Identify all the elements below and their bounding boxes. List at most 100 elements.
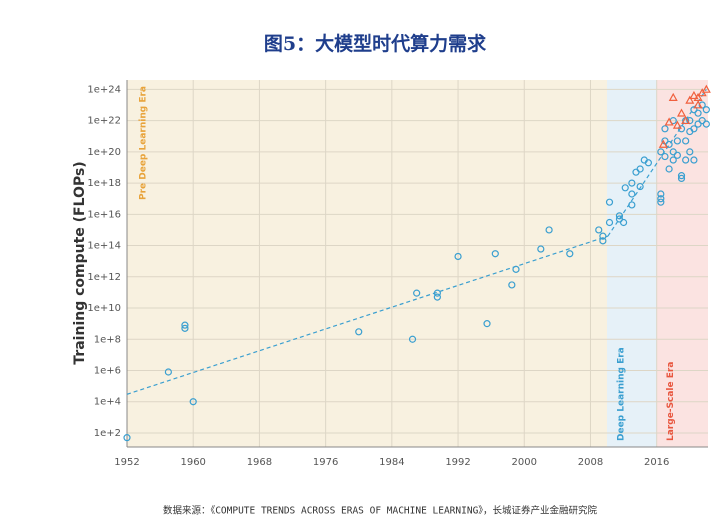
- circle-point: [673, 151, 681, 159]
- y-tick-label: 1e+18: [87, 178, 121, 189]
- circle-point: [665, 165, 673, 173]
- circle-point: [537, 245, 545, 253]
- circle-point: [686, 148, 694, 156]
- circle-point: [413, 289, 421, 297]
- circle-point: [181, 321, 189, 329]
- y-axis-label: Training compute (FLOPs): [72, 161, 88, 364]
- x-tick-label: 2016: [644, 457, 669, 468]
- circle-point: [677, 172, 686, 180]
- circle-point: [181, 324, 189, 332]
- y-tick-label: 1e+16: [87, 209, 121, 220]
- triangle-point: [693, 92, 703, 101]
- circle-point: [682, 156, 690, 164]
- circle-point: [621, 184, 629, 192]
- y-tick-label: 1e+22: [87, 116, 121, 127]
- y-tick-label: 1e+6: [94, 365, 121, 376]
- circle-point: [690, 106, 698, 114]
- circle-point: [599, 232, 607, 240]
- circle-point: [123, 434, 131, 442]
- y-tick-label: 1e+12: [87, 272, 121, 283]
- y-tick-label: 1e+10: [87, 303, 121, 314]
- circle-point: [508, 281, 516, 289]
- triangle-point: [701, 84, 711, 93]
- triangle-point: [668, 92, 678, 101]
- trend-line: [607, 89, 707, 237]
- circle-point: [408, 335, 417, 343]
- triangle-point: [689, 90, 699, 100]
- triangle-point: [681, 115, 691, 125]
- circle-point: [454, 252, 462, 261]
- circle-point: [628, 179, 636, 187]
- era-band: [656, 80, 708, 447]
- era-label: Deep Learning Era: [617, 347, 627, 441]
- circle-point: [599, 237, 607, 245]
- circle-point: [644, 159, 653, 167]
- circle-point: [605, 198, 614, 206]
- circle-point: [669, 148, 677, 156]
- source-note: 数据来源：《COMPUTE TRENDS ACROSS ERAS OF MACH…: [163, 505, 598, 517]
- circle-point: [702, 120, 710, 128]
- circle-point: [657, 198, 665, 206]
- circle-point: [164, 368, 172, 376]
- circle-point: [615, 215, 624, 223]
- triangle-point: [658, 139, 668, 148]
- circle-point: [661, 152, 669, 161]
- circle-point: [491, 250, 499, 258]
- circle-point: [433, 289, 441, 297]
- y-tick-label: 1e+8: [94, 334, 121, 345]
- circle-point: [677, 125, 686, 133]
- circle-point: [628, 190, 636, 198]
- circle-point: [702, 106, 710, 114]
- circle-point: [636, 182, 644, 191]
- circle-point: [628, 201, 636, 209]
- circle-point: [682, 137, 690, 145]
- trend-line: [126, 235, 609, 395]
- x-tick-label: 1992: [445, 457, 470, 468]
- circle-point: [669, 156, 677, 164]
- circle-point: [698, 117, 706, 125]
- x-tick-label: 2000: [512, 457, 537, 468]
- circle-point: [657, 195, 665, 203]
- circle-point: [665, 140, 673, 149]
- circle-point: [605, 218, 614, 227]
- circle-point: [566, 250, 574, 258]
- y-tick-label: 1e+2: [94, 428, 121, 439]
- circle-point: [189, 398, 197, 406]
- circle-point: [636, 165, 644, 173]
- circle-point: [615, 212, 624, 220]
- x-tick-label: 1984: [379, 457, 404, 468]
- triangle-point: [676, 108, 687, 117]
- circle-point: [677, 174, 686, 182]
- circle-point: [483, 320, 491, 328]
- x-tick-label: 1960: [180, 457, 205, 468]
- circle-point: [694, 109, 702, 117]
- circle-point: [694, 120, 702, 128]
- era-band: [607, 80, 657, 447]
- triangle-point: [685, 95, 695, 104]
- circle-point: [595, 226, 603, 234]
- circle-point: [657, 190, 665, 198]
- triangle-point: [693, 100, 703, 109]
- circle-point: [657, 148, 665, 156]
- circle-point: [355, 328, 363, 336]
- circle-point: [673, 137, 681, 145]
- circle-point: [690, 156, 698, 164]
- era-band: [127, 80, 608, 447]
- chart-title: 图5：大模型时代算力需求: [264, 32, 487, 55]
- triangle-point: [664, 117, 674, 126]
- era-label: Large-Scale Era: [666, 362, 676, 441]
- triangle-point: [672, 120, 682, 129]
- era-label: Pre Deep Learning Era: [139, 86, 149, 200]
- x-tick-label: 1968: [247, 457, 272, 468]
- circle-point: [545, 226, 553, 234]
- circle-point: [433, 293, 441, 301]
- circle-point: [619, 218, 628, 227]
- y-tick-label: 1e+20: [87, 147, 121, 158]
- circle-point: [690, 125, 698, 133]
- circle-point: [512, 265, 520, 273]
- y-tick-label: 1e+4: [94, 397, 121, 408]
- y-tick-label: 1e+14: [87, 241, 121, 252]
- x-tick-label: 2008: [578, 457, 603, 468]
- x-tick-label: 1952: [114, 457, 139, 468]
